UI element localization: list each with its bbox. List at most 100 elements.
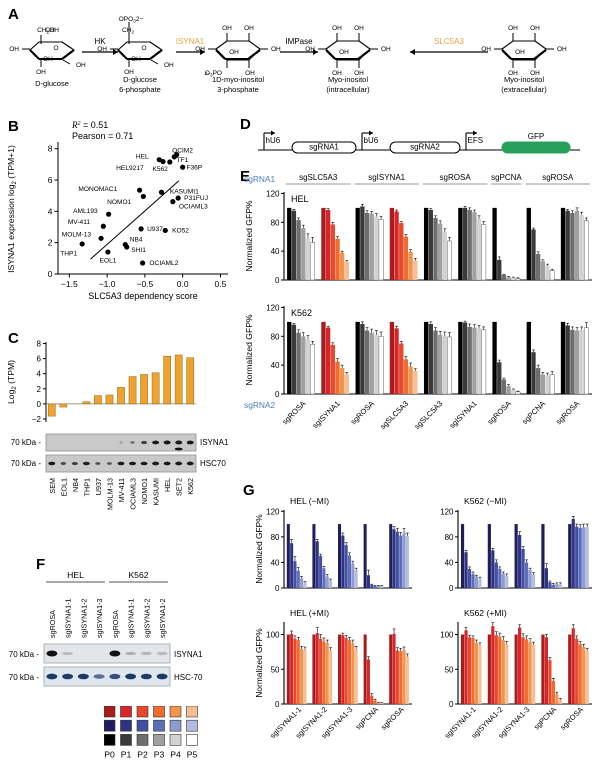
panel-f-letter: F [36, 556, 46, 573]
construct-element [501, 141, 571, 154]
data-bar [549, 270, 555, 281]
svg-text:0: 0 [37, 400, 42, 409]
y-tick-label: 50 [271, 665, 280, 674]
data-bar [555, 694, 559, 704]
data-bar [344, 545, 348, 588]
scatter-point-label: U937 [147, 226, 163, 233]
construct-element-label: sgRNA2 [410, 143, 440, 152]
data-bar [376, 703, 380, 704]
sgrna2-label: sgROSA [554, 398, 582, 426]
lane-label: sgISYNA1-2 [158, 598, 167, 638]
data-bar [458, 207, 463, 280]
data-bar [403, 359, 409, 394]
legend-swatch [104, 734, 116, 746]
data-bar [395, 531, 399, 588]
blot-band [93, 674, 105, 679]
svg-text:OH: OH [508, 70, 518, 77]
expression-bar-chart: −2 0 2 4 6 8 Log2 (TPM) 70 kDa - ISYNA1 70 kDa - H… [6, 340, 229, 510]
blot-band [71, 461, 78, 466]
data-bar [287, 321, 292, 394]
panel-d-letter: D [240, 116, 251, 133]
sgrna1-span-label: sgSLC5A3 [299, 173, 338, 182]
data-bar [329, 580, 333, 588]
data-bar [579, 215, 584, 280]
blot-band [186, 440, 194, 445]
legend-swatch [120, 719, 132, 732]
legend-swatch [104, 719, 116, 732]
data-bar [535, 254, 541, 280]
data-bar [344, 261, 350, 280]
expression-bar [94, 395, 102, 405]
data-bar [376, 586, 380, 588]
blot-band [62, 651, 74, 656]
expression-bar [59, 403, 68, 408]
data-bar [380, 703, 384, 704]
data-bar [340, 252, 345, 280]
data-bar [447, 240, 452, 281]
scatter-point [98, 235, 104, 241]
blot-band [46, 650, 58, 657]
data-bar [303, 649, 307, 704]
data-bar [325, 576, 329, 588]
data-bar [389, 524, 393, 588]
data-bar [498, 636, 502, 704]
data-bar [399, 343, 404, 394]
legend-swatch [120, 706, 132, 718]
data-bar [405, 536, 409, 588]
svg-text:IMPase: IMPase [285, 37, 313, 46]
blot-band [117, 461, 125, 466]
scatter-point [158, 189, 165, 195]
svg-text:8: 8 [48, 144, 53, 154]
data-bar [514, 524, 518, 588]
cell-line-label: THP1 [82, 478, 91, 496]
cell-line-label: KASUMI [152, 478, 161, 506]
data-bar [305, 339, 311, 394]
data-bar [558, 699, 562, 704]
legend-swatch [169, 706, 182, 718]
data-bar [476, 218, 482, 280]
lane-label: sgISYNA1-2 [79, 598, 88, 638]
cell-line-label: K562 [186, 478, 195, 495]
scatter-point [100, 223, 106, 229]
subchart-title: HEL (−MI) [290, 496, 329, 506]
svg-text:6: 6 [37, 355, 42, 364]
data-bar [329, 650, 333, 704]
data-bar [287, 207, 292, 280]
svg-text:CH2OH: CH2OH [37, 27, 59, 36]
data-bar [399, 223, 404, 280]
svg-text:2: 2 [48, 238, 53, 248]
expression-bar [47, 403, 56, 417]
data-bar [402, 649, 406, 704]
svg-text:O3PO: O3PO [205, 70, 222, 79]
data-bar [438, 334, 443, 394]
data-bar [582, 527, 586, 588]
y-tick-label: 100 [266, 631, 280, 640]
expression-bar [163, 355, 171, 405]
blot-band [175, 440, 183, 445]
data-bar [370, 695, 374, 704]
data-bar [467, 210, 472, 280]
svg-text:OH: OH [164, 62, 174, 69]
svg-text:OH: OH [36, 69, 46, 76]
svg-text:0.0: 0.0 [177, 279, 189, 289]
data-bar [321, 207, 326, 280]
panel-e-bar-charts: sgRNA1 sgSLC5A3 sgISYNA1 sgROSA sgPCNA sgROSA… [244, 173, 592, 431]
blot-band [125, 651, 137, 656]
data-bar [501, 640, 505, 704]
data-bar [325, 327, 331, 394]
data-bar [286, 634, 290, 704]
expression-bar [117, 387, 125, 405]
data-bar [584, 327, 589, 395]
svg-text:Myo-inositol: Myo-inositol [504, 75, 544, 84]
data-bar [355, 321, 360, 394]
cell-line-label: MV-411 [117, 478, 126, 502]
data-bar [296, 220, 301, 280]
data-bar [578, 527, 582, 588]
blot-strip [43, 643, 171, 664]
blot-band [140, 461, 148, 466]
legend-swatch [186, 734, 198, 746]
y-tick-label: 120 [440, 507, 454, 516]
data-bar [525, 639, 529, 704]
blot-band [156, 651, 168, 656]
sgrna1-span-label: sgISYNA1 [368, 173, 405, 182]
